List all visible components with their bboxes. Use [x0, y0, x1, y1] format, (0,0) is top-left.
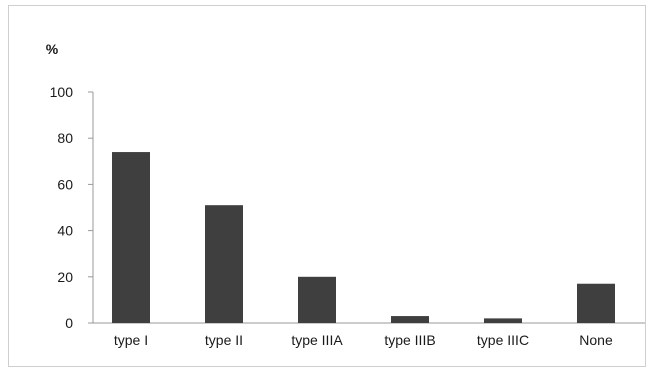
x-tick-label: type II — [205, 332, 243, 348]
y-tick-label: 40 — [57, 223, 73, 239]
bar — [298, 276, 336, 323]
bar — [391, 316, 429, 323]
x-tick-label: type IIIA — [291, 332, 343, 348]
y-axis-unit-label: % — [46, 41, 59, 57]
bar — [484, 318, 522, 323]
x-tick-label: None — [579, 332, 613, 348]
y-tick-label: 20 — [57, 269, 73, 285]
bar — [577, 283, 615, 323]
bar — [112, 152, 150, 323]
x-tick-label: type IIIB — [384, 332, 435, 348]
y-tick-label: 60 — [57, 176, 73, 192]
bar — [205, 205, 243, 323]
y-tick-label: 0 — [65, 315, 73, 331]
bars — [112, 152, 615, 323]
y-tick-label: 80 — [57, 130, 73, 146]
x-tick-label: type IIIC — [477, 332, 529, 348]
y-axis: 0 20 40 60 80 100 — [50, 84, 94, 331]
y-tick-label: 100 — [50, 84, 74, 100]
x-axis: type I type II type IIIA type IIIB type IIIC… — [93, 322, 645, 348]
x-tick-label: type I — [114, 332, 148, 348]
